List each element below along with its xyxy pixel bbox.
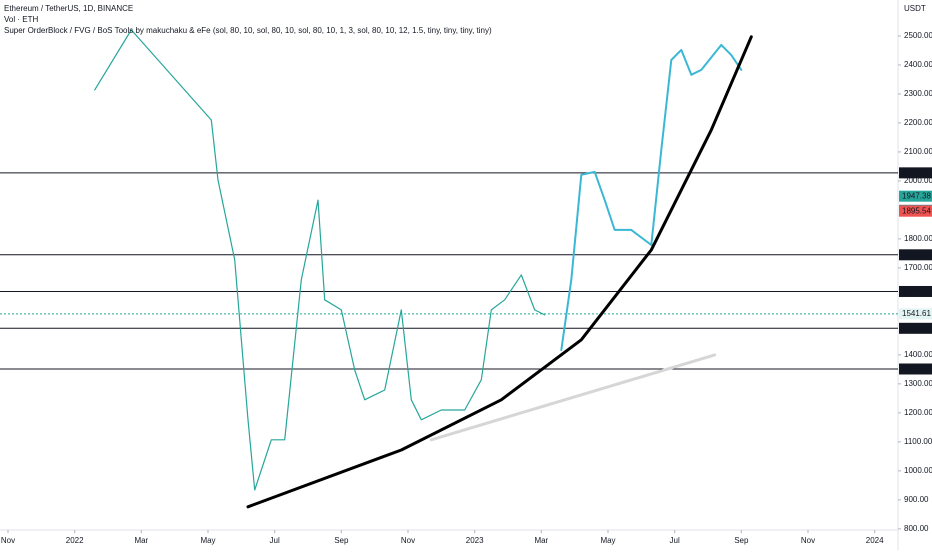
indicator-label: Super OrderBlock / FVG / BoS Tools by ma…	[4, 26, 492, 35]
x-tick-label: Sep	[734, 536, 749, 545]
price-tag	[899, 285, 932, 297]
price-tag	[899, 205, 932, 217]
price-tag-label: 1895.54	[902, 206, 931, 215]
x-tick-label: Jul	[270, 536, 280, 545]
price-tag-label: 2027.82	[902, 168, 931, 177]
x-tick-label: Nov	[1, 536, 15, 545]
price-tag-label: 1745.17	[902, 250, 931, 259]
plot-area	[0, 29, 898, 509]
y-tick-label: 1700.00	[904, 263, 932, 272]
price-tag-label: 1618.71	[902, 287, 931, 296]
x-tick-label: Nov	[401, 536, 415, 545]
volume-label: Vol · ETH	[4, 15, 38, 24]
price-tag-label: 1541.61	[902, 309, 931, 318]
y-tick-label: 800.00	[904, 524, 929, 533]
y-tick-label: 1200.00	[904, 408, 932, 417]
x-tick-label: Sep	[334, 536, 349, 545]
y-tick-label: 900.00	[904, 495, 929, 504]
x-tick-label: 2023	[466, 536, 484, 545]
y-tick-label: 2400.00	[904, 60, 932, 69]
series-line	[94, 29, 546, 491]
price-tag-label: 1351.32	[902, 364, 931, 373]
y-tick-label: 2000.00	[904, 176, 932, 185]
y-tick-label: 1800.00	[904, 234, 932, 243]
series-line	[560, 43, 743, 351]
x-tick-label: Mar	[534, 536, 548, 545]
price-tag	[899, 363, 932, 375]
y-tick-label: 1000.00	[904, 466, 932, 475]
price-tag-label: 1947.38	[902, 191, 931, 200]
chart-title: Ethereum / TetherUS, 1D, BINANCE	[4, 4, 133, 13]
y-tick-label: 2200.00	[904, 118, 932, 127]
series-line	[246, 35, 753, 509]
series-line	[429, 353, 717, 442]
price-tag	[899, 308, 932, 320]
x-tick-label: Jul	[670, 536, 680, 545]
price-tag	[899, 190, 932, 202]
y-tick-label: 1100.00	[904, 437, 932, 446]
price-tag-label: 1491.64	[902, 323, 931, 332]
x-tick-label: May	[600, 536, 615, 545]
price-tag	[899, 322, 932, 334]
y-tick-label: 1300.00	[904, 379, 932, 388]
y-tick-label: 1400.00	[904, 350, 932, 359]
x-tick-label: Nov	[801, 536, 815, 545]
y-axis-label: USDT	[904, 4, 926, 13]
y-tick-label: 2100.00	[904, 147, 932, 156]
y-tick-label: 2300.00	[904, 89, 932, 98]
y-tick-label: 2500.00	[904, 31, 932, 40]
x-tick-label: 2024	[866, 536, 884, 545]
x-tick-label: Mar	[134, 536, 148, 545]
price-tag	[899, 249, 932, 261]
x-tick-label: May	[200, 536, 215, 545]
x-tick-label: 2022	[66, 536, 84, 545]
price-tag	[899, 167, 932, 179]
